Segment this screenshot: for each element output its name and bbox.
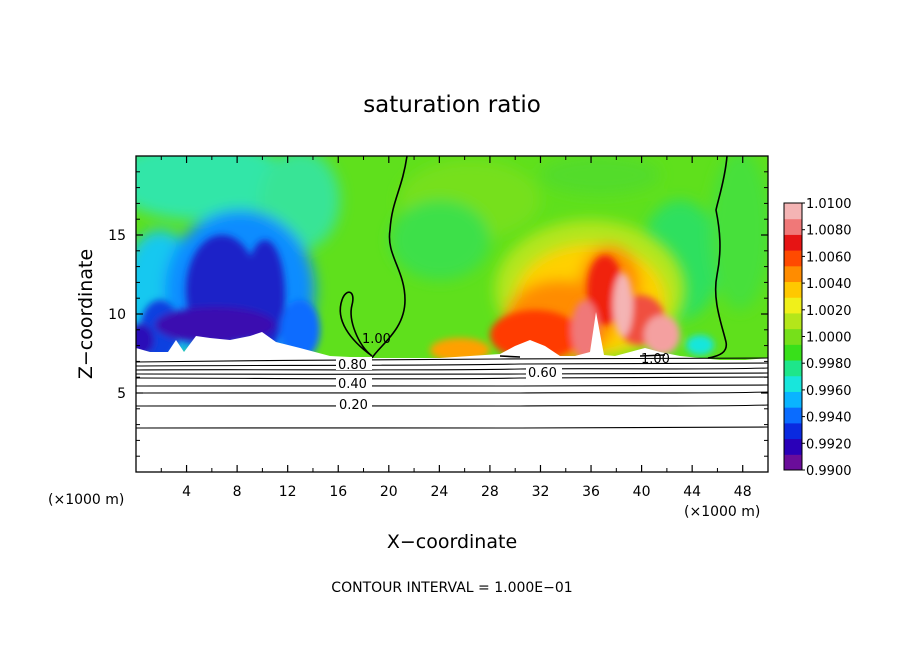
contour-label: 0.40 [338, 377, 367, 392]
colorbar-swatch [784, 234, 802, 251]
x-tick-label: 12 [279, 484, 297, 500]
colorbar-label: 0.9920 [806, 437, 852, 452]
colorbar-label: 0.9960 [806, 384, 852, 399]
x-unit-right: (×1000 m) [684, 504, 760, 520]
y-tick-label: 10 [108, 307, 126, 323]
colorbar-swatch [784, 218, 802, 235]
colorbar-swatch [784, 328, 802, 345]
y-axis-label: Z−coordinate [75, 249, 97, 379]
colorbar-label: 1.0000 [806, 331, 852, 346]
x-tick-label: 48 [734, 484, 752, 500]
colorbar-swatch [784, 312, 802, 330]
x-tick-label: 44 [683, 484, 701, 500]
contour-label: 0.60 [528, 366, 557, 381]
x-tick-label: 40 [633, 484, 651, 500]
y-tick-label: 5 [117, 386, 126, 402]
colorbar-label: 1.0080 [806, 224, 852, 239]
colorbar-swatch [784, 297, 802, 314]
x-tick-label: 24 [430, 484, 448, 500]
x-axis: 4 8 12 16 20 24 28 32 36 40 44 48 [160, 156, 752, 500]
colorbar-swatch [784, 203, 802, 220]
chart-title: saturation ratio [363, 92, 541, 118]
colorbar-swatch [784, 281, 802, 298]
x-unit-left: (×1000 m) [48, 492, 124, 508]
colorbar-swatch [784, 265, 802, 283]
x-tick-label: 32 [532, 484, 550, 500]
contour-label: 1.00 [362, 332, 391, 347]
contour-label: 1.00 [641, 352, 670, 367]
colorbar-swatch [784, 438, 802, 455]
x-tick-label: 36 [582, 484, 600, 500]
y-tick-label: 15 [108, 228, 126, 244]
colorbar-swatch [784, 407, 802, 424]
colorbar-label: 1.0020 [806, 304, 852, 319]
colorbar-swatch [784, 344, 802, 361]
colorbar-label: 1.0040 [806, 277, 852, 292]
x-tick-label: 28 [481, 484, 499, 500]
saturation-field [136, 156, 768, 472]
contour-label: 0.80 [338, 358, 367, 373]
colorbar-label: 1.0100 [806, 197, 852, 212]
colorbar-swatch [784, 250, 802, 267]
contour-interval-note: CONTOUR INTERVAL = 1.000E−01 [331, 580, 572, 596]
colorbar-label: 0.9940 [806, 411, 852, 426]
contour-lines [135, 155, 769, 429]
colorbar-swatch [784, 422, 802, 440]
y-axis: 5 10 15 [108, 171, 768, 457]
colorbar: 1.0100 1.0080 1.0060 1.0040 1.0020 1.0000 0.99… [783, 197, 852, 479]
colorbar-label: 0.9900 [806, 464, 852, 479]
colorbar-swatch [784, 454, 802, 471]
colorbar-swatch [784, 360, 802, 377]
x-axis-label: X−coordinate [387, 531, 517, 553]
x-tick-label: 20 [380, 484, 398, 500]
x-tick-label: 4 [182, 484, 191, 500]
x-tick-label: 16 [329, 484, 347, 500]
contour-label: 0.20 [339, 398, 368, 413]
colorbar-swatch [784, 391, 802, 408]
colorbar-swatch [784, 375, 802, 392]
colorbar-label: 0.9980 [806, 357, 852, 372]
x-tick-label: 8 [233, 484, 242, 500]
colorbar-label: 1.0060 [806, 250, 852, 265]
